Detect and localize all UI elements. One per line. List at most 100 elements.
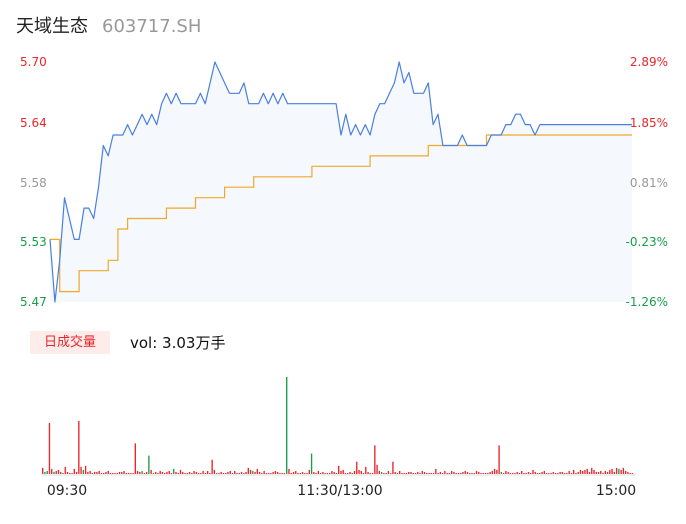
volume-bar bbox=[604, 470, 606, 474]
y-right-tick-label: 1.85% bbox=[630, 116, 668, 130]
volume-bar bbox=[276, 471, 279, 474]
volume-bar bbox=[394, 471, 396, 474]
volume-bar bbox=[469, 472, 471, 474]
volume-bar bbox=[283, 472, 286, 474]
volume-bar bbox=[125, 472, 127, 474]
volume-bar bbox=[410, 471, 412, 474]
volume-bar bbox=[66, 471, 69, 474]
volume-bar bbox=[231, 472, 234, 474]
volume-bar bbox=[489, 471, 491, 474]
y-axis-right: 2.89% 1.85% 0.81% -0.23% -1.26% bbox=[626, 55, 668, 309]
volume-bar bbox=[308, 469, 310, 474]
volume-bar bbox=[572, 469, 575, 474]
volume-bar bbox=[107, 470, 109, 474]
volume-bar bbox=[597, 471, 600, 474]
volume-bar bbox=[362, 472, 365, 474]
volume-bar bbox=[466, 471, 469, 474]
volume-bar bbox=[200, 472, 202, 474]
volume-bar bbox=[290, 472, 292, 474]
volume-bar bbox=[44, 471, 46, 474]
volume-bar bbox=[213, 469, 216, 474]
volume-bar bbox=[536, 472, 539, 474]
volume-bar bbox=[161, 471, 164, 474]
y-axis-left: 5.70 5.64 5.58 5.53 5.47 bbox=[20, 55, 47, 309]
volume-bar bbox=[281, 472, 283, 474]
volume-bar bbox=[609, 469, 611, 474]
volume-bar bbox=[369, 472, 371, 474]
volume-bar bbox=[618, 468, 620, 474]
volume-bar bbox=[392, 461, 394, 474]
volume-bar bbox=[532, 469, 534, 474]
volume-bar bbox=[127, 472, 130, 474]
y-tick-label: 5.58 bbox=[20, 176, 47, 190]
volume-bar bbox=[480, 472, 482, 474]
volume-bar bbox=[159, 470, 161, 474]
volume-bar bbox=[270, 472, 272, 474]
volume-bar bbox=[453, 471, 455, 474]
volume-bar bbox=[473, 472, 475, 474]
volume-bar bbox=[209, 472, 211, 474]
volume-bar bbox=[254, 471, 256, 474]
volume-bar bbox=[75, 471, 78, 474]
volume-bar bbox=[340, 470, 342, 474]
y-right-tick-label: -0.23% bbox=[626, 235, 668, 249]
volume-bar bbox=[428, 472, 430, 474]
volume-bar bbox=[247, 467, 249, 474]
stock-name: 天域生态 bbox=[16, 16, 88, 37]
volume-bar bbox=[448, 472, 451, 474]
volume-bar bbox=[331, 470, 333, 474]
volume-bar bbox=[611, 468, 613, 474]
volume-bar bbox=[577, 471, 579, 474]
volume-bar bbox=[100, 472, 103, 474]
volume-bar bbox=[385, 472, 387, 474]
volume-bar bbox=[498, 445, 500, 474]
volume-bar bbox=[421, 470, 423, 474]
volume-bar bbox=[139, 471, 141, 474]
volume-bar bbox=[272, 471, 274, 474]
volume-bar bbox=[116, 472, 118, 474]
volume-bar bbox=[435, 468, 437, 474]
volume-bar bbox=[491, 470, 494, 474]
volume-bar bbox=[579, 469, 582, 474]
volume-bar bbox=[182, 471, 184, 474]
volume-bar bbox=[484, 472, 487, 474]
price-lines bbox=[49, 61, 632, 303]
volume-bar bbox=[383, 472, 385, 474]
y-tick-label: 5.47 bbox=[20, 295, 47, 309]
volume-bar bbox=[557, 472, 559, 474]
y-right-tick-label: -1.26% bbox=[626, 295, 668, 309]
volume-bar bbox=[399, 470, 401, 474]
price-line bbox=[49, 61, 632, 303]
volume-bar bbox=[568, 470, 570, 474]
volume-bar bbox=[48, 422, 51, 474]
volume-bar bbox=[315, 472, 317, 474]
volume-bar bbox=[545, 472, 548, 474]
volume-bar bbox=[360, 470, 362, 474]
volume-bar bbox=[154, 471, 157, 474]
volume-bar bbox=[326, 472, 329, 474]
volume-bar bbox=[500, 471, 503, 474]
volume-bar bbox=[566, 472, 568, 474]
stock-code: 603717.SH bbox=[102, 16, 202, 37]
volume-bar bbox=[193, 470, 195, 474]
volume-bar bbox=[136, 470, 139, 474]
volume-bar bbox=[502, 472, 505, 474]
volume-bar bbox=[627, 471, 629, 474]
volume-bar bbox=[523, 472, 525, 474]
volume-bar bbox=[134, 443, 136, 474]
volume-bar bbox=[166, 471, 168, 474]
volume-bar bbox=[550, 472, 552, 474]
volume-bar bbox=[347, 472, 349, 474]
volume-bar bbox=[455, 472, 457, 474]
volume-bar bbox=[62, 472, 64, 474]
y-right-tick-label: 0.81% bbox=[630, 176, 668, 190]
volume-bar bbox=[591, 467, 593, 474]
volume-bar bbox=[342, 469, 344, 474]
volume-bar bbox=[157, 472, 159, 474]
volume-bar bbox=[195, 471, 198, 474]
volume-bar bbox=[412, 472, 414, 474]
volume-bar bbox=[525, 472, 527, 474]
volume-bar bbox=[374, 445, 376, 474]
x-tick-label: 15:00 bbox=[596, 483, 636, 499]
